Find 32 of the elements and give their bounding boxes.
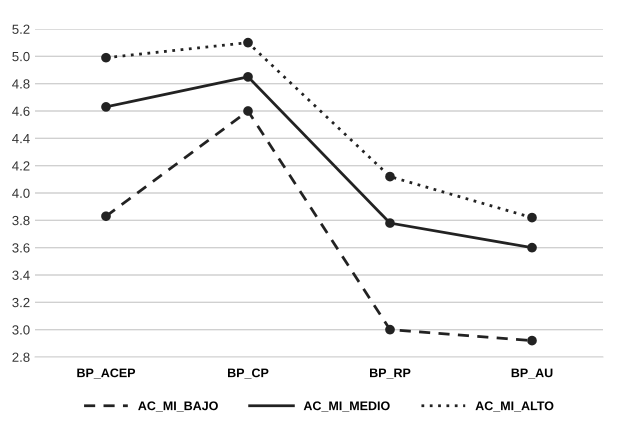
y-tick-label: 4.6 <box>12 106 30 116</box>
point <box>385 324 395 335</box>
y-tick-label: 4.8 <box>12 79 30 89</box>
x-tick-label: BP_RP <box>370 368 410 379</box>
point <box>243 38 253 48</box>
point <box>385 172 395 182</box>
point <box>527 336 537 346</box>
point <box>101 211 111 222</box>
point <box>101 52 111 63</box>
y-tick-label: 2.8 <box>12 352 30 362</box>
y-tick-label: 3.4 <box>12 270 30 280</box>
point <box>243 72 253 82</box>
point <box>243 106 253 116</box>
x-tick-label: BP_CP <box>228 368 268 379</box>
y-tick-label: 4.0 <box>12 188 30 198</box>
legend-label: AC_MI_MEDIO <box>304 401 390 412</box>
legend-label: AC_MI_BAJO <box>138 401 218 412</box>
x-tick-label: BP_ACEP <box>77 368 136 379</box>
y-tick-label: 3.8 <box>12 216 30 226</box>
point <box>527 212 537 222</box>
point <box>385 218 395 228</box>
legend-label: AC_MI_ALTO <box>476 401 554 412</box>
y-tick-label: 3.6 <box>12 243 30 253</box>
y-tick-label: 5.0 <box>12 52 30 62</box>
y-tick-label: 4.4 <box>12 134 30 144</box>
point <box>527 242 537 253</box>
y-tick-label: 3.2 <box>12 298 30 308</box>
y-tick-label: 3.0 <box>12 325 30 335</box>
point <box>101 102 111 112</box>
y-tick-label: 5.2 <box>12 24 30 34</box>
x-tick-label: BP_AU <box>512 368 552 379</box>
y-tick-label: 4.2 <box>12 161 30 170</box>
